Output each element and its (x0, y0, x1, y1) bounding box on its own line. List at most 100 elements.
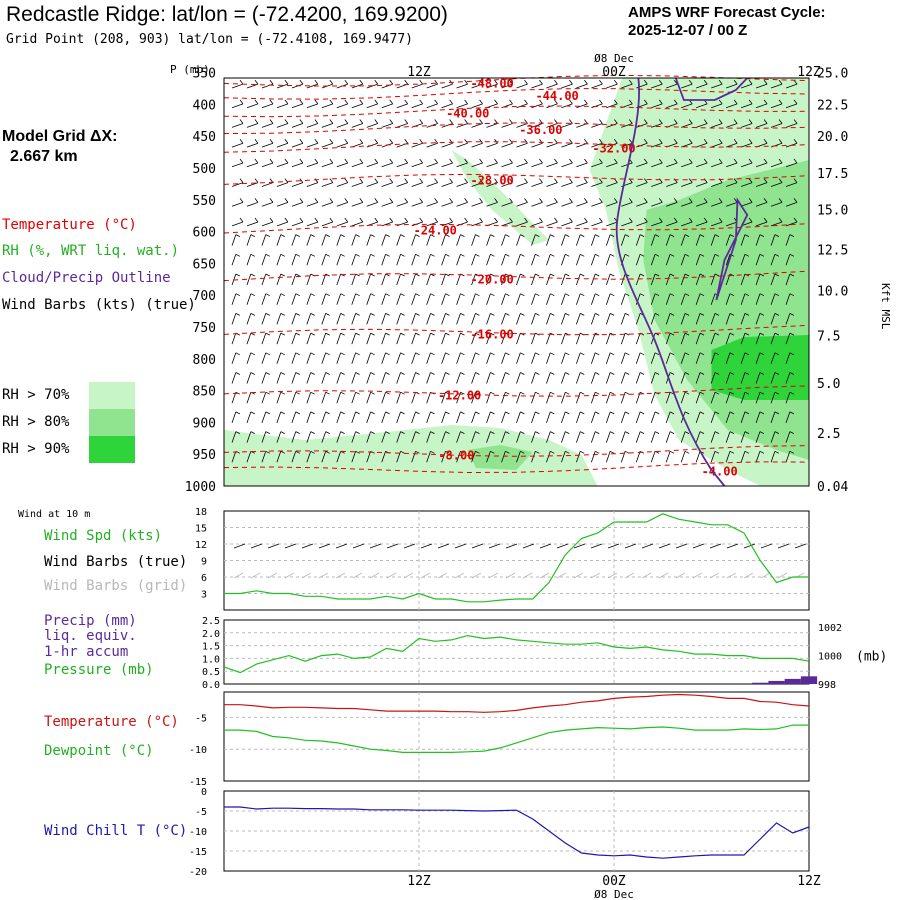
wind-barb (306, 293, 312, 305)
wind-barb-feather (684, 293, 690, 297)
wind-barb (665, 431, 671, 443)
wind-barb (396, 162, 408, 168)
wind-barb-feather (789, 391, 795, 395)
wind-barb-feather (400, 431, 405, 434)
wind-barb (486, 392, 491, 404)
rh70-region-upper (451, 150, 549, 245)
wind-barb-feather (505, 391, 510, 395)
wind-barb-feather (610, 273, 615, 277)
isotherm-line (223, 122, 810, 135)
wind-barb-feather (684, 332, 690, 336)
wind-barb-feather (299, 178, 304, 183)
windchill-line (224, 806, 810, 859)
wind-barb-feather (763, 198, 768, 203)
wind-barb-feather (325, 431, 330, 434)
wind-barb-feather (554, 178, 558, 183)
wind-barb (590, 273, 596, 286)
wind-barb (276, 142, 289, 148)
wind-barb (456, 83, 468, 89)
wind-barb-feather (595, 293, 600, 297)
wind-barb-feather (299, 158, 304, 164)
wind-barb (276, 332, 282, 345)
wind-barb-grid (743, 572, 754, 579)
wind-barb-feather (699, 313, 705, 316)
wind-barb (231, 392, 237, 404)
wind-barb (785, 221, 798, 227)
wind-barb-feather (699, 372, 705, 375)
pressure-ytick-label: 1000 (818, 652, 842, 663)
wind-barb-feather (520, 391, 525, 395)
wind-barb (605, 273, 611, 286)
wind-barb (531, 332, 536, 345)
wind-barb (276, 182, 289, 187)
wind-barb (591, 162, 603, 168)
wind-barb (531, 142, 543, 148)
legend-wind-barbs: Wind Barbs (kts) (true) (2, 297, 196, 313)
wind-barb (695, 293, 701, 305)
wind-barb-feather (748, 119, 753, 124)
wind-barb (710, 254, 716, 266)
wind-barb-feather (404, 198, 409, 203)
temp-ytick-label: -15 (189, 777, 207, 788)
wind-barb (501, 182, 513, 187)
wind-barb (785, 182, 798, 187)
p4-frame (223, 691, 810, 782)
wind-barb (606, 162, 618, 168)
wind-barb (725, 162, 738, 168)
wind-barb-feather (464, 79, 468, 85)
wind-barb-feather (595, 391, 600, 395)
wind-barb (486, 254, 491, 266)
wind-barb (516, 332, 521, 345)
wind-barb-feather (250, 372, 256, 375)
wind-barb-feather (475, 313, 480, 316)
wind-barb-feather (624, 372, 630, 375)
wind-barb-feather (759, 372, 765, 375)
wind-barb-true (250, 543, 263, 549)
wind-barb-feather (430, 431, 435, 434)
p2-frame (223, 510, 810, 611)
wind-barb-feather (554, 217, 558, 223)
wind-barb (725, 372, 731, 384)
wind-barb (486, 431, 491, 443)
wind-barb (501, 123, 513, 128)
wind-barb (680, 254, 686, 266)
wind-barb (366, 234, 371, 246)
wind-barb-grid (573, 572, 584, 579)
wind-barb (770, 123, 783, 128)
wind-barb (231, 103, 244, 109)
wind-barb-feather (584, 217, 588, 223)
wind-barb (546, 431, 551, 443)
wind-barb (486, 83, 498, 89)
wind-barb-feather (793, 158, 798, 164)
wind-barb (561, 123, 573, 128)
wind-barb (680, 273, 686, 286)
wind-barb (785, 254, 791, 266)
wind-barb-feather (535, 411, 540, 415)
wind-barb-feather (404, 217, 409, 223)
wind-barb-feather (505, 411, 510, 415)
wind-barb-feather (269, 139, 274, 144)
wind-barb (471, 142, 483, 148)
windchill-ytick-label: -15 (189, 847, 207, 858)
wind-barb (516, 83, 528, 89)
wind-barb (306, 221, 319, 227)
wind-barb-feather (789, 431, 795, 434)
wind-barb (606, 201, 618, 207)
wind-barb (695, 313, 701, 325)
wind-barb (740, 372, 746, 384)
wind-barb-feather (610, 411, 615, 415)
wind-barb-feather (554, 99, 558, 105)
wind-barb (665, 293, 671, 305)
wind-barb-grid (386, 572, 397, 579)
wind-barb-feather (280, 411, 285, 415)
wind-barb (755, 451, 761, 463)
wind-barb (246, 123, 259, 128)
wind-barb (576, 392, 581, 404)
wind-barb-feather (340, 411, 345, 415)
wind-barb (441, 431, 446, 443)
wind-barb (381, 254, 386, 266)
wind-barb (276, 451, 282, 463)
wind-barb-feather (370, 273, 375, 277)
wind-barb-feather (610, 431, 615, 434)
wind-barb-feather (669, 372, 675, 375)
